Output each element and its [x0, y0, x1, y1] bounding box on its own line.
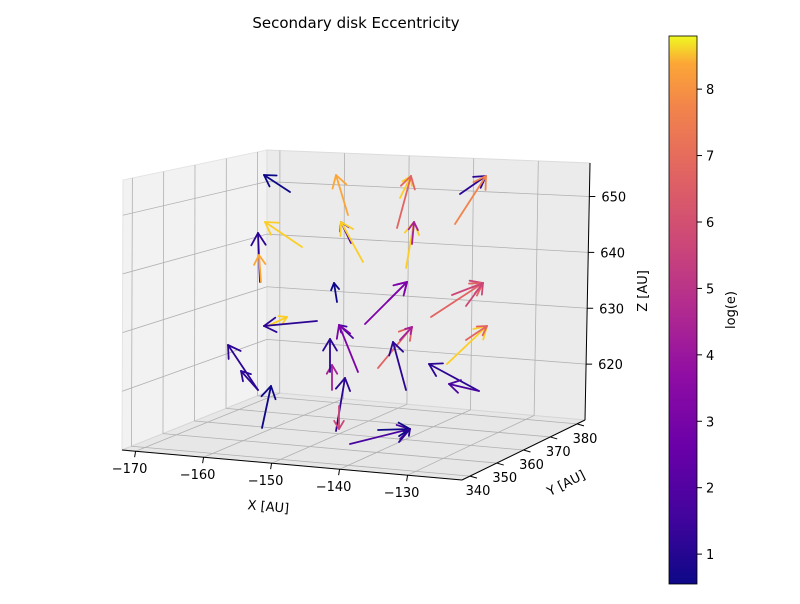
colorbar-tick-label: 5: [706, 282, 714, 297]
x-tick-label: −130: [384, 486, 420, 501]
colorbar-label: log(e): [724, 291, 739, 329]
y-axis-label: Y [AU]: [544, 468, 588, 500]
x-tick: [135, 451, 136, 457]
z-axis-label: Z [AU]: [636, 270, 651, 312]
y-tick-label: 350: [492, 471, 517, 486]
y-tick: [524, 450, 531, 452]
y-tick: [577, 424, 584, 426]
colorbar-tick-label: 2: [706, 482, 714, 497]
x-axis-label: X [AU]: [247, 498, 290, 517]
colorbar-tick-label: 6: [706, 216, 714, 231]
x-tick-label: −140: [316, 480, 352, 495]
axes-panes: [122, 150, 590, 480]
colorbar: [669, 36, 697, 584]
colorbar-tick-label: 1: [706, 548, 714, 563]
colorbar-tick-label: 3: [706, 415, 714, 430]
y-tick-label: 370: [546, 445, 571, 460]
x-tick: [271, 463, 272, 469]
y-tick-label: 340: [466, 484, 491, 499]
y-gridline-wall: [195, 165, 196, 421]
back-wall-pane: [267, 150, 590, 420]
chart-title: Secondary disk Eccentricity: [252, 14, 459, 32]
x-tick-label: −150: [248, 474, 284, 489]
x-tick-label: −170: [112, 462, 148, 477]
z-tick-label: 620: [598, 358, 623, 373]
colorbar-tick-label: 8: [706, 83, 714, 98]
colorbar-tick-label: 7: [706, 150, 714, 165]
x-tick: [407, 475, 408, 481]
y-tick-label: 360: [519, 458, 544, 473]
y-tick-label: 380: [573, 432, 598, 447]
colorbar-ticks: 1 2 3 4 5 6 7 8: [697, 83, 714, 563]
y-tick: [497, 463, 504, 465]
x-tick-label: −160: [180, 468, 216, 483]
colorbar-tick-label: 4: [706, 349, 714, 364]
z-tick-label: 650: [601, 191, 626, 206]
x-tick: [339, 469, 340, 475]
z-tick-label: 640: [600, 246, 625, 261]
z-tick-label: 630: [599, 302, 624, 317]
x-tick: [203, 457, 204, 463]
y-tick: [470, 476, 477, 478]
y-tick: [550, 437, 557, 439]
